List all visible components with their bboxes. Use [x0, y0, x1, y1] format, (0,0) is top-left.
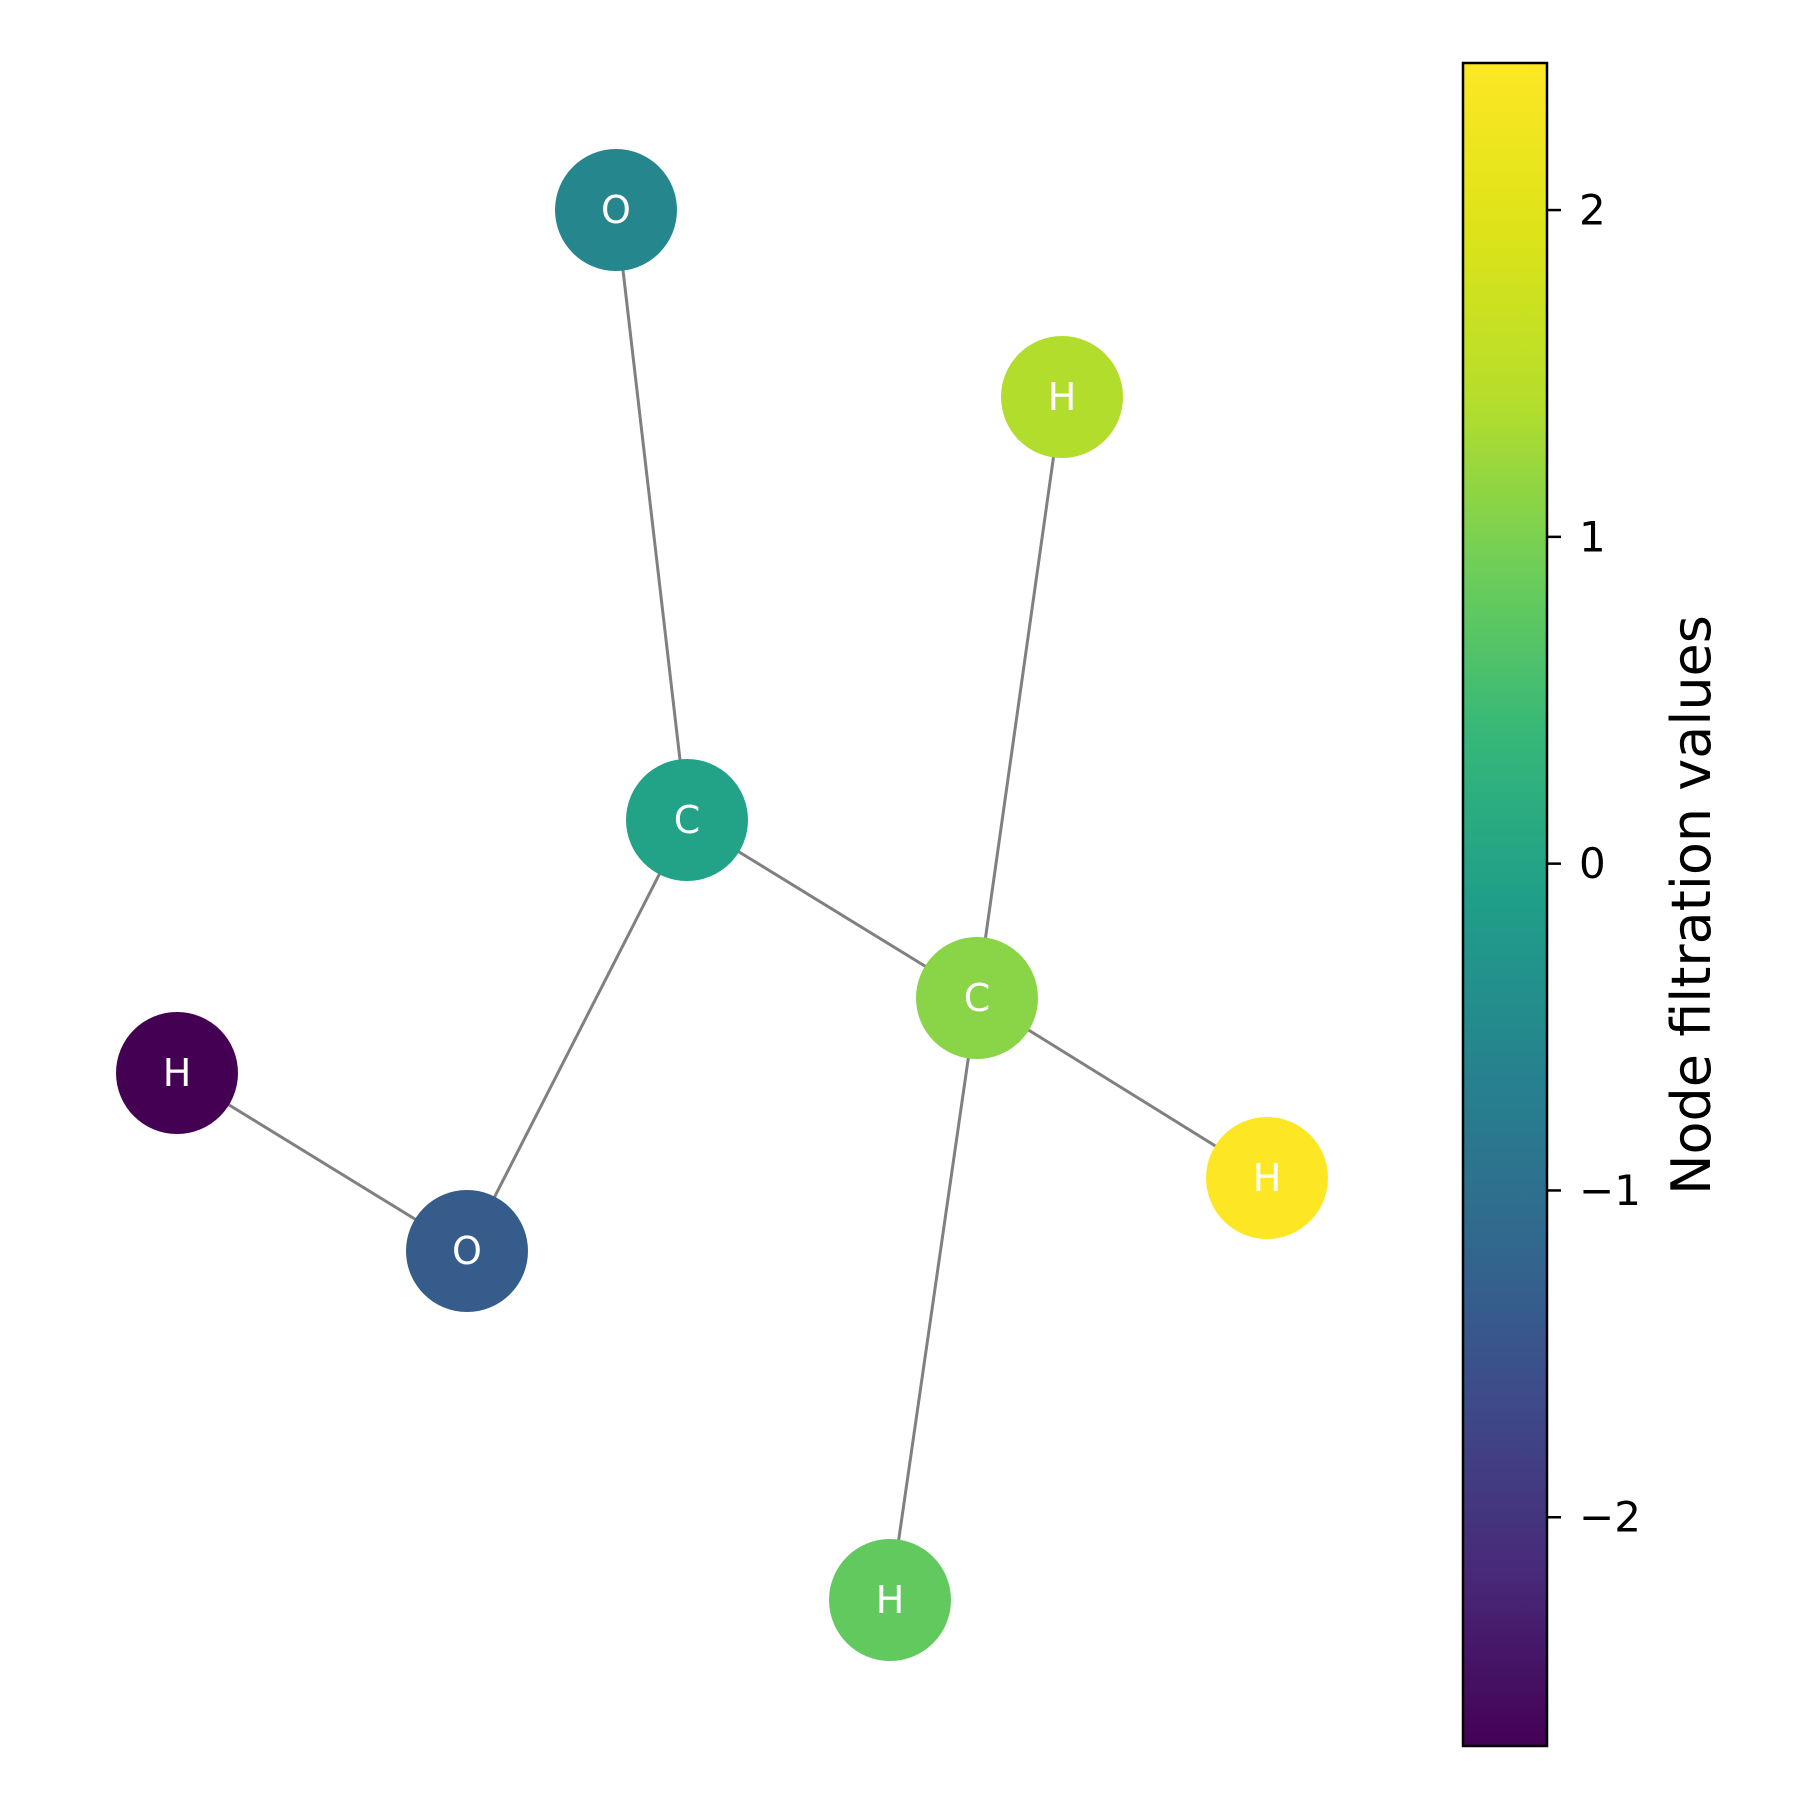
colorbar-tick-label: −2 — [1579, 1493, 1641, 1542]
node-circle — [116, 1012, 238, 1134]
node-circle — [1206, 1117, 1328, 1239]
node-label: C — [964, 976, 991, 1020]
colorbar-tick-label: 0 — [1579, 839, 1606, 888]
node-c2: C — [916, 937, 1038, 1059]
colorbar-label: Node filtration values — [1660, 615, 1723, 1195]
colorbar-gradient — [1461, 61, 1549, 1748]
edge-o1-c1 — [614, 209, 689, 821]
node-circle — [406, 1190, 528, 1312]
node-label: O — [601, 188, 631, 232]
node-label: O — [452, 1229, 482, 1273]
node-label: H — [876, 1578, 905, 1622]
node-h2: H — [116, 1012, 238, 1134]
colorbar-tick-label: 2 — [1579, 186, 1606, 235]
node-label: H — [1048, 375, 1077, 419]
node-label: C — [674, 798, 701, 842]
node-h3: H — [1206, 1117, 1328, 1239]
node-circle — [1001, 336, 1123, 458]
colorbar-tick-label: −1 — [1579, 1166, 1641, 1215]
colorbar-ticks: 2 1 0 −1 −2 — [1547, 186, 1641, 1542]
edge-c2-h4 — [888, 997, 979, 1601]
colorbar-tick-label: 1 — [1579, 512, 1606, 561]
node-circle — [829, 1539, 951, 1661]
node-c1: C — [626, 759, 748, 881]
edge-c1-o2 — [465, 819, 689, 1252]
node-o2: O — [406, 1190, 528, 1312]
node-circle — [626, 759, 748, 881]
node-o1: O — [555, 149, 677, 271]
node-h4: H — [829, 1539, 951, 1661]
node-circle — [555, 149, 677, 271]
node-label: H — [1253, 1156, 1282, 1200]
node-h1: H — [1001, 336, 1123, 458]
nodes-layer: O H C C H H O H — [116, 149, 1328, 1661]
node-label: H — [163, 1051, 192, 1095]
node-circle — [916, 937, 1038, 1059]
edge-h1-c2 — [975, 396, 1064, 999]
colorbar: 2 1 0 −1 −2 Node filtration values — [1461, 61, 1723, 1748]
